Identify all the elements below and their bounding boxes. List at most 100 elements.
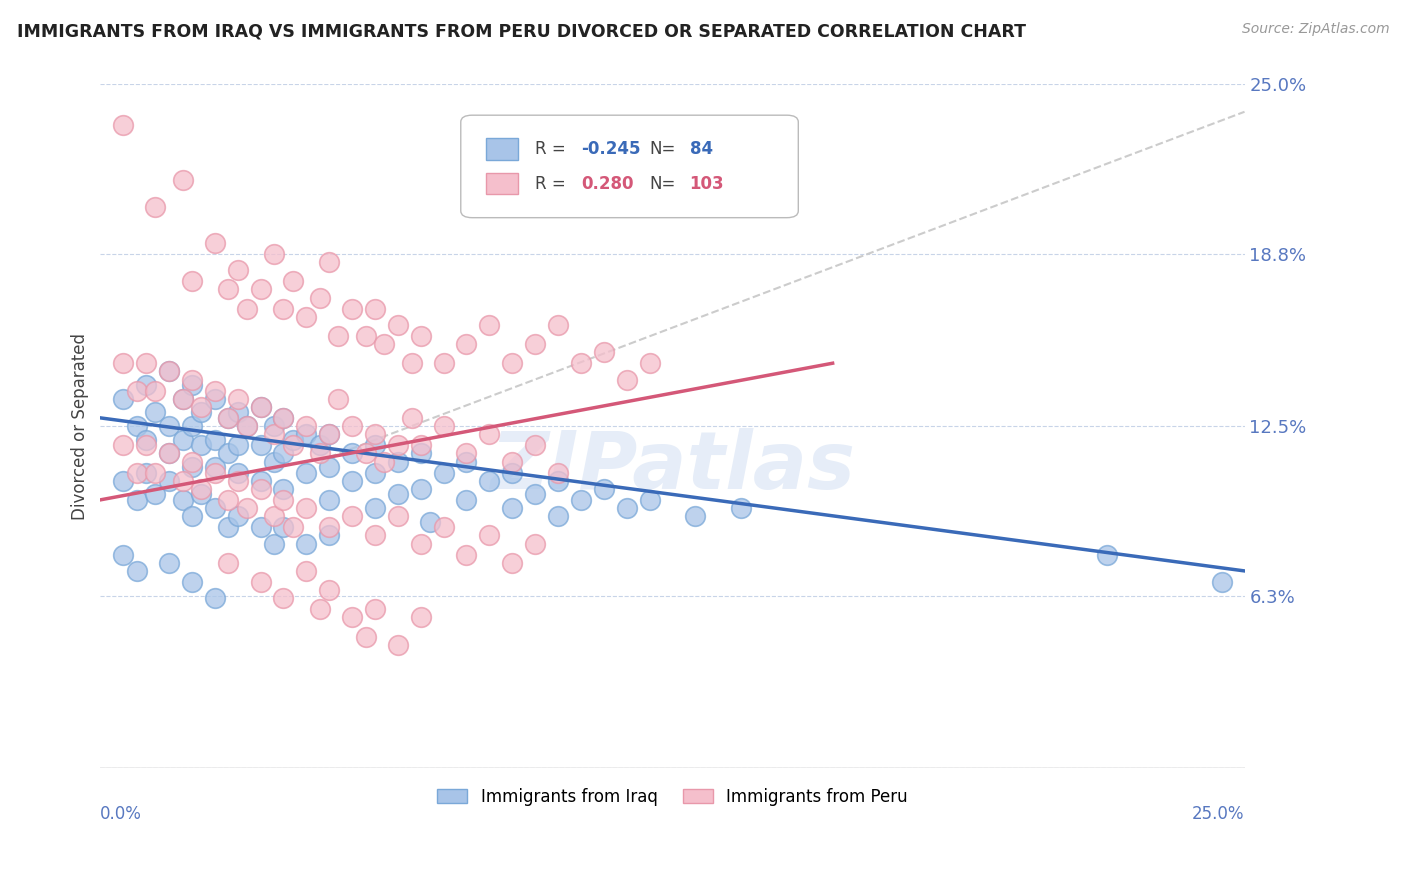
Point (263, 427, 285, 442)
Point (318, 520, 340, 534)
Point (501, 356, 523, 370)
Point (172, 392, 194, 406)
Point (340, 509, 363, 524)
Text: 0.280: 0.280 (581, 175, 634, 193)
Point (172, 173, 194, 187)
Point (218, 556, 240, 570)
Point (340, 610, 363, 624)
Point (547, 466, 569, 480)
Point (226, 474, 249, 488)
Point (364, 602, 387, 616)
Point (143, 384, 166, 398)
Point (281, 438, 304, 452)
Point (281, 433, 304, 447)
Point (616, 373, 638, 387)
Point (433, 419, 456, 434)
Point (125, 384, 148, 398)
Point (295, 419, 318, 434)
Point (249, 282, 271, 296)
FancyBboxPatch shape (461, 115, 799, 218)
Point (180, 378, 202, 392)
Point (226, 263, 249, 277)
Point (263, 509, 285, 524)
Point (226, 392, 249, 406)
Point (180, 460, 202, 475)
Point (340, 474, 363, 488)
Point (387, 454, 409, 468)
Y-axis label: Divorced or Separated: Divorced or Separated (72, 333, 89, 519)
Point (318, 582, 340, 597)
Point (524, 337, 547, 351)
Point (249, 438, 271, 452)
Point (263, 419, 285, 434)
Point (157, 446, 180, 460)
Point (172, 474, 194, 488)
Point (157, 364, 180, 378)
Point (112, 392, 135, 406)
Point (273, 482, 295, 496)
Point (433, 356, 456, 370)
Point (524, 536, 547, 550)
Point (218, 282, 240, 296)
Point (364, 466, 387, 480)
Point (112, 548, 135, 562)
Point (263, 454, 285, 468)
Point (524, 438, 547, 452)
Point (236, 501, 259, 516)
Text: 103: 103 (689, 175, 724, 193)
Point (172, 492, 194, 507)
Point (249, 474, 271, 488)
Point (226, 438, 249, 452)
Text: IMMIGRANTS FROM IRAQ VS IMMIGRANTS FROM PERU DIVORCED OR SEPARATED CORRELATION C: IMMIGRANTS FROM IRAQ VS IMMIGRANTS FROM … (17, 22, 1026, 40)
Point (204, 392, 226, 406)
Point (501, 556, 523, 570)
Point (281, 520, 304, 534)
Point (112, 474, 135, 488)
Point (295, 310, 318, 324)
Point (569, 356, 592, 370)
Point (204, 460, 226, 475)
Point (547, 318, 569, 332)
Point (364, 501, 387, 516)
Point (226, 466, 249, 480)
Point (340, 301, 363, 316)
Point (295, 536, 318, 550)
Point (456, 548, 478, 562)
Point (172, 392, 194, 406)
Point (249, 574, 271, 589)
Point (218, 410, 240, 425)
Point (295, 427, 318, 442)
Point (281, 274, 304, 288)
Point (190, 400, 212, 414)
Point (135, 466, 157, 480)
Point (309, 446, 332, 460)
Point (236, 301, 259, 316)
Point (135, 433, 157, 447)
Point (456, 454, 478, 468)
Point (547, 509, 569, 524)
Point (204, 501, 226, 516)
Point (409, 446, 432, 460)
Point (456, 337, 478, 351)
Text: R =: R = (536, 140, 571, 159)
Point (638, 356, 661, 370)
Point (328, 329, 350, 343)
Point (125, 466, 148, 480)
Point (318, 528, 340, 542)
Text: 84: 84 (689, 140, 713, 159)
Point (236, 419, 259, 434)
Point (273, 520, 295, 534)
Point (387, 487, 409, 501)
Point (172, 433, 194, 447)
Point (273, 410, 295, 425)
Point (318, 427, 340, 442)
Text: 25.0%: 25.0% (1192, 805, 1244, 823)
Point (249, 482, 271, 496)
Point (501, 501, 523, 516)
Point (263, 536, 285, 550)
Point (204, 433, 226, 447)
Point (387, 638, 409, 652)
Point (295, 564, 318, 578)
Point (273, 301, 295, 316)
Point (318, 492, 340, 507)
